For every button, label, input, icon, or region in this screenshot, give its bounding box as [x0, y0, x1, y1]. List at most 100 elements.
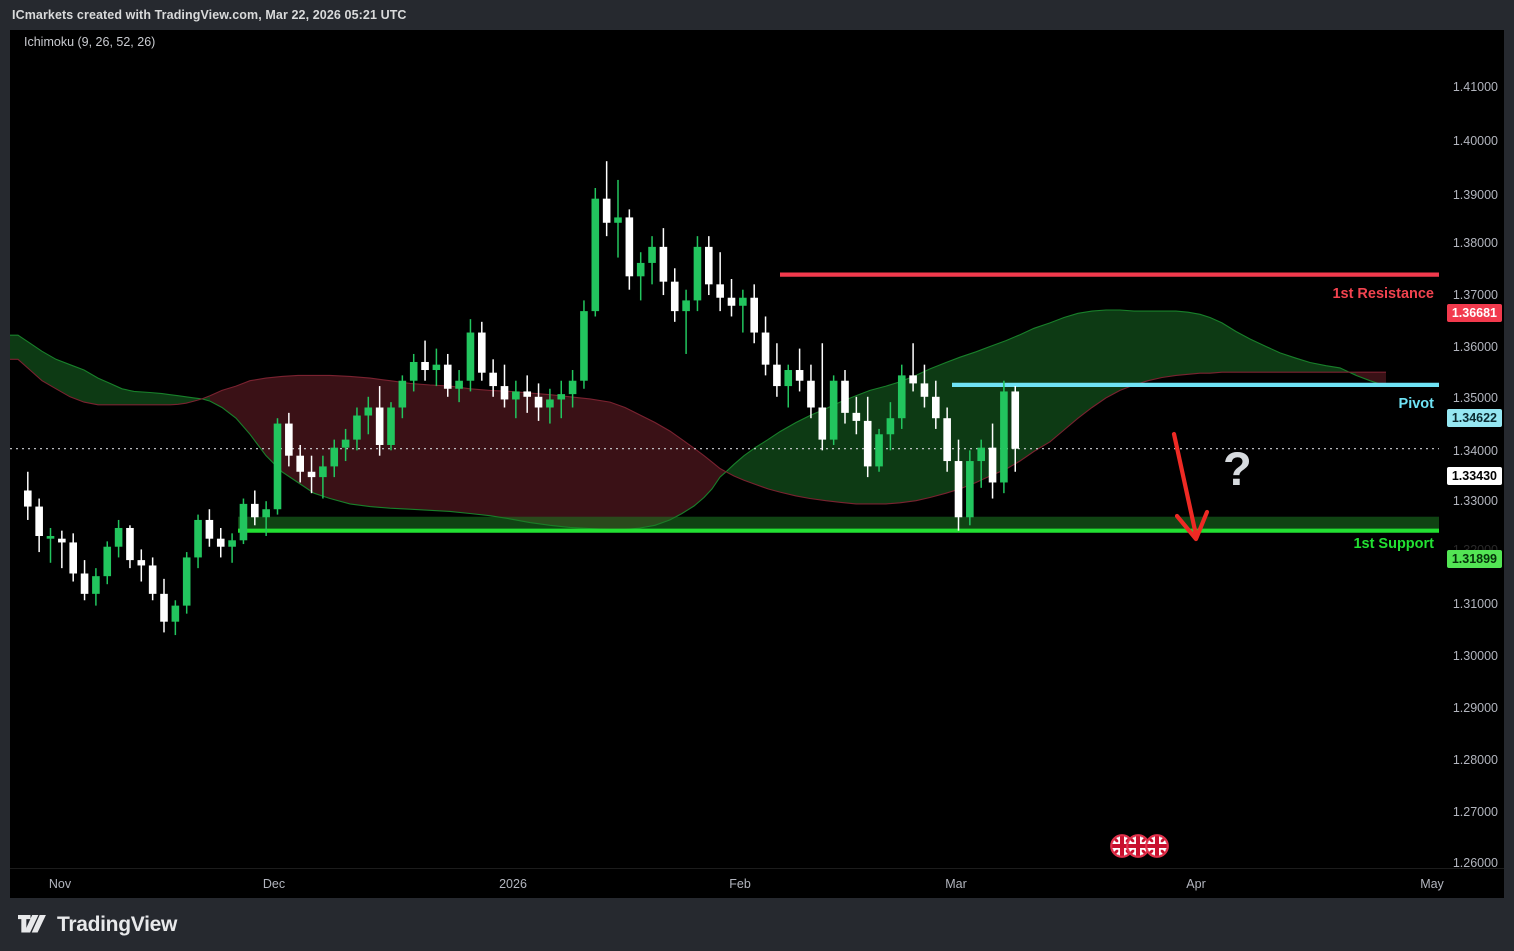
price-tick-1.40000: 1.40000 — [1452, 134, 1498, 148]
candle-body-down — [285, 423, 293, 456]
support-price-badge[interactable]: 1.31899 — [1446, 550, 1502, 568]
candle-body-up — [92, 576, 100, 594]
price-tick-1.36000: 1.36000 — [1452, 340, 1498, 354]
economic-event-markers — [1110, 834, 1169, 858]
uk-flag-icon[interactable] — [1126, 834, 1150, 858]
time-tick-Mar: Mar — [945, 877, 967, 891]
price-tick-1.39000: 1.39000 — [1452, 188, 1498, 202]
candle-body-up — [341, 439, 350, 448]
candle-body-down — [659, 246, 668, 282]
candle-body-down — [807, 380, 815, 408]
candle-body-up — [46, 536, 55, 539]
candle-body-up — [103, 546, 112, 577]
chart-frame: Ichimoku (9, 26, 52, 26) 1st Resistance … — [10, 30, 1504, 898]
current-price-badge[interactable]: 1.33430 — [1446, 467, 1502, 485]
candle-body-down — [863, 420, 872, 467]
candle-body-up — [466, 332, 475, 381]
price-tick-1.31000: 1.31000 — [1452, 597, 1498, 611]
time-tick-Nov: Nov — [48, 877, 72, 891]
candle-body-up — [330, 447, 339, 467]
candle-body-down — [705, 246, 713, 285]
tradingview-logo[interactable]: TradingView — [18, 913, 177, 937]
price-tick-1.35000: 1.35000 — [1452, 391, 1498, 405]
candle-body-down — [205, 519, 214, 539]
candle-body-down — [943, 418, 951, 462]
candle-body-down — [761, 332, 770, 365]
candle-body-down — [852, 412, 861, 421]
candle-body-up — [262, 509, 270, 518]
candle-body-down — [126, 527, 134, 561]
candle-body-down — [375, 407, 384, 445]
candle-body-down — [932, 396, 940, 419]
candle-body-up — [977, 447, 985, 462]
candle-body-up — [682, 300, 690, 312]
price-tick-1.41000: 1.41000 — [1452, 80, 1498, 94]
price-tick-1.37000: 1.37000 — [1452, 288, 1498, 302]
candle-body-up — [353, 415, 361, 440]
candle-body-up — [829, 380, 838, 440]
chart-plot-area[interactable]: Ichimoku (9, 26, 52, 26) 1st Resistance … — [10, 30, 1439, 868]
tradingview-wordmark: TradingView — [57, 912, 178, 936]
price-tick-1.34000: 1.34000 — [1452, 444, 1498, 458]
cloud-band-bullish — [10, 335, 210, 405]
candle-body-down — [750, 297, 758, 333]
senkou-span-b-line — [10, 358, 1386, 505]
price-tick-1.30000: 1.30000 — [1452, 649, 1498, 663]
candle-body-down — [795, 370, 804, 381]
time-scale-axis[interactable]: Nov Dec 2026 Feb Mar Apr May — [10, 868, 1504, 898]
cloud-band-bullish — [726, 310, 1356, 504]
time-tick-Dec: Dec — [262, 877, 286, 891]
resistance-price-badge[interactable]: 1.36681 — [1446, 304, 1502, 322]
candle-body-up — [580, 311, 588, 381]
candle-body-down — [478, 332, 486, 373]
candle-body-down — [625, 217, 634, 277]
candle-body-down — [954, 461, 963, 518]
candle-body-down — [920, 383, 929, 397]
chart-canvas — [10, 161, 1439, 858]
candle-body-up — [319, 466, 327, 478]
ichimoku-cloud — [10, 309, 1387, 531]
price-tick-1.29000: 1.29000 — [1452, 701, 1498, 715]
candle-body-up — [512, 391, 520, 400]
candle-body-down — [534, 396, 543, 408]
pivot-price-badge[interactable]: 1.34622 — [1446, 409, 1502, 427]
uk-flag-icon[interactable] — [1145, 834, 1169, 858]
candle-body-up — [409, 361, 418, 381]
candle-body-down — [421, 361, 429, 371]
cloud-band-bearish — [1356, 372, 1386, 387]
top-attribution-bar: ICmarkets created with TradingView.com, … — [0, 0, 1514, 30]
candle-body-down — [307, 471, 316, 478]
price-tick-1.33000: 1.33000 — [1452, 494, 1498, 508]
candle-body-up — [784, 370, 793, 387]
candle-body-down — [80, 573, 89, 594]
candle-body-up — [648, 246, 656, 263]
candle-body-down — [773, 364, 781, 387]
candle-body-up — [228, 540, 236, 547]
candle-body-up — [614, 217, 622, 223]
price-tick-1.26000: 1.26000 — [1452, 856, 1498, 870]
price-tick-1.38000: 1.38000 — [1452, 236, 1498, 250]
candle-body-down — [216, 538, 225, 547]
candle-body-up — [171, 605, 180, 622]
candle-body-down — [69, 542, 77, 574]
candle-body-down — [670, 281, 679, 312]
candle-body-up — [739, 297, 747, 306]
senkou-span-a-line — [10, 309, 1387, 531]
price-tick-1.28000: 1.28000 — [1452, 753, 1498, 767]
candle-body-down — [818, 407, 827, 440]
candle-body-down — [35, 506, 43, 537]
candle-body-up — [455, 380, 463, 389]
candle-body-up — [194, 519, 202, 558]
candle-body-down — [489, 372, 497, 387]
candle-body-down — [1011, 391, 1020, 449]
candle-body-down — [148, 565, 157, 594]
price-scale-axis[interactable]: 1.41000 1.40000 1.39000 1.38000 1.37000 1.360… — [1439, 30, 1504, 870]
time-tick-May: May — [1420, 877, 1444, 891]
support-zone-band — [238, 516, 1439, 531]
candle-body-up — [239, 503, 248, 541]
candle-body-up — [114, 527, 123, 547]
candle-body-up — [273, 423, 282, 510]
candle-body-down — [58, 538, 66, 543]
candle-body-up — [398, 380, 407, 408]
candle-body-down — [160, 593, 168, 622]
